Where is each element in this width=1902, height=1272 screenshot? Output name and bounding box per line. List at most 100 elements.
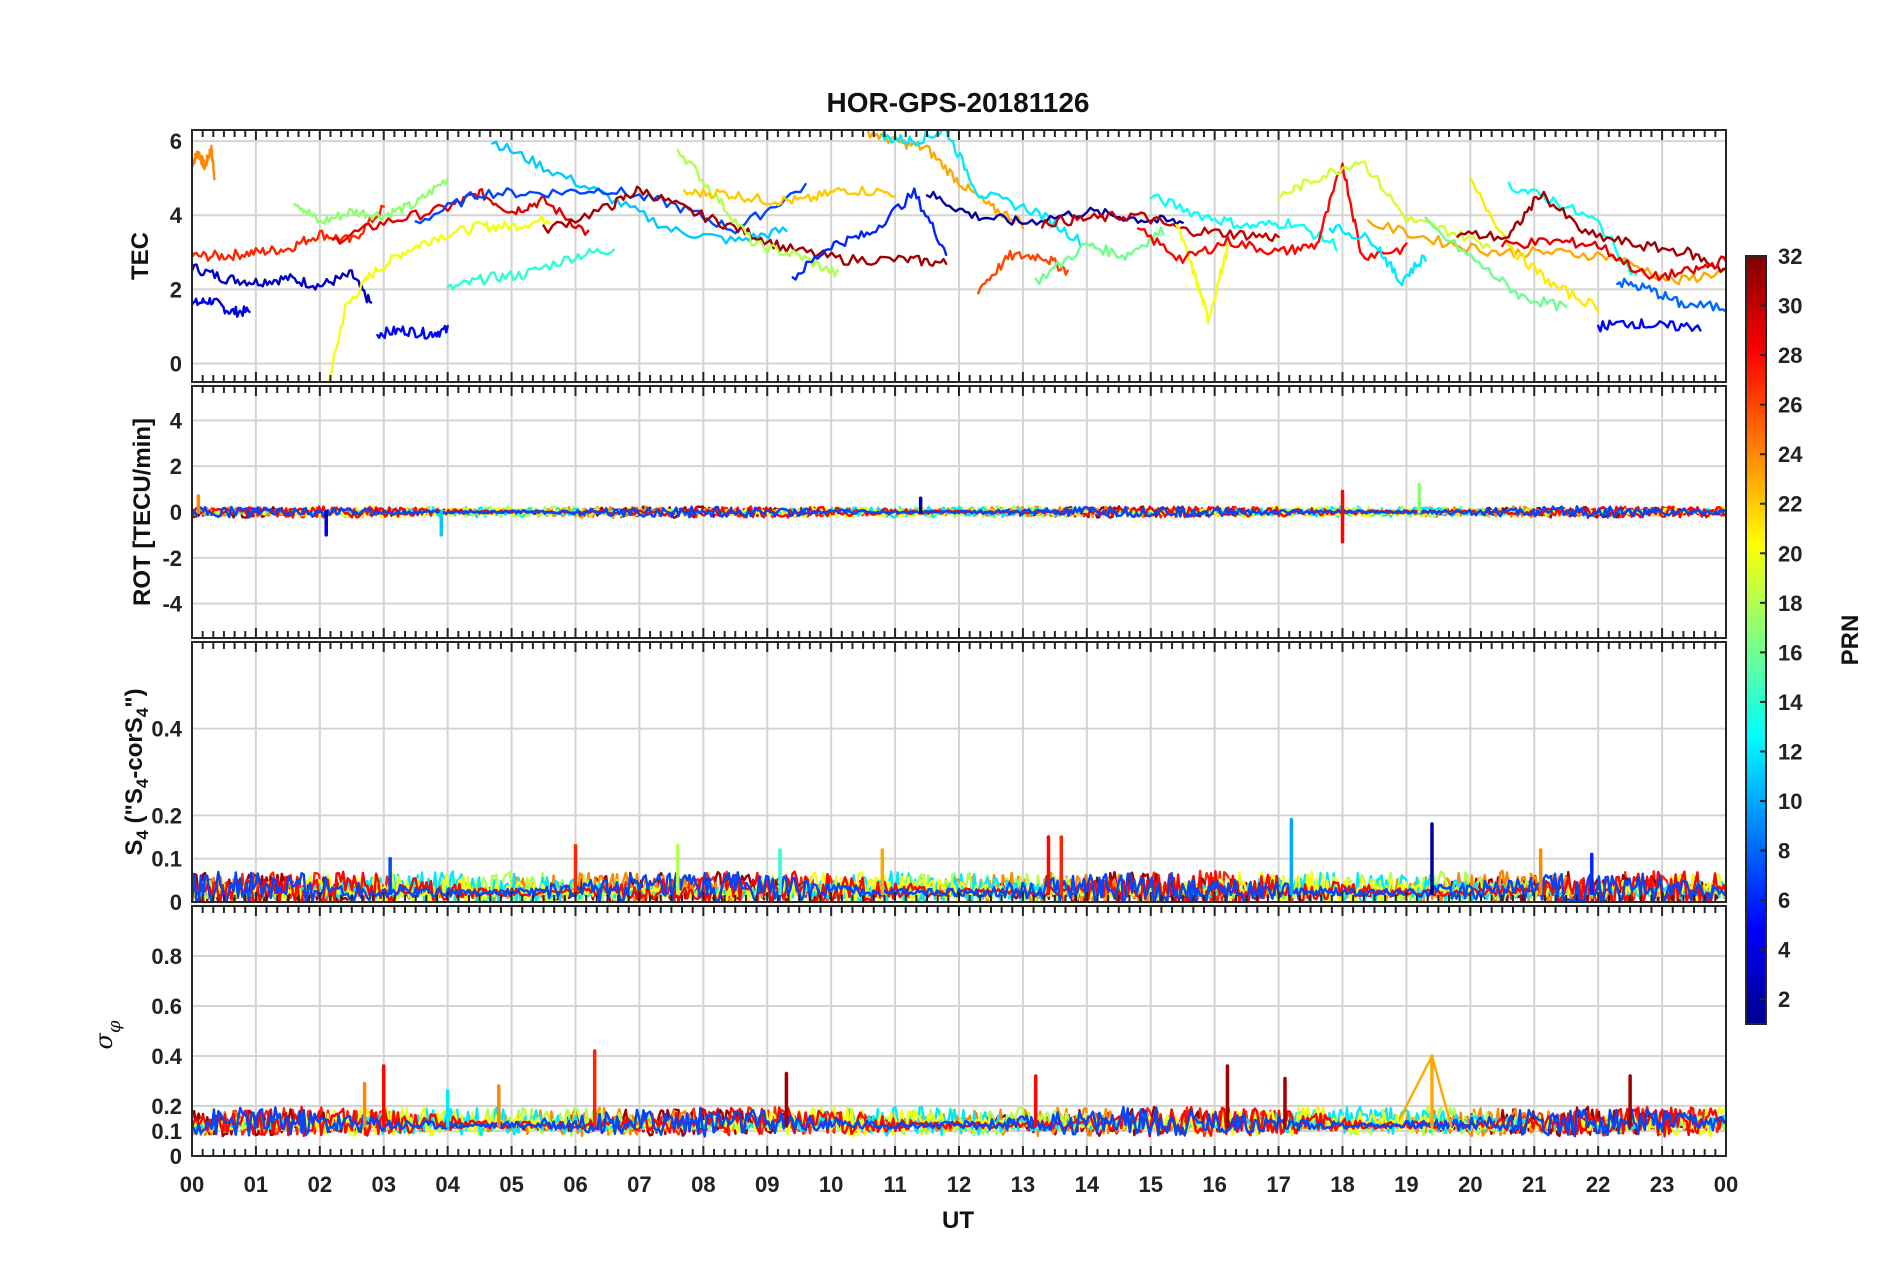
x-tick-label: 20 — [1458, 1172, 1482, 1197]
x-tick-label: 14 — [1075, 1172, 1100, 1197]
colorbar-tick-label: 12 — [1778, 739, 1802, 764]
tec-trace-prn-17 — [293, 177, 449, 225]
tec-trace-prn-31 — [1456, 190, 1726, 274]
tec-trace-prn-21 — [1469, 177, 1600, 315]
colorbar-tick-label: 2 — [1778, 987, 1790, 1012]
x-tick-label: 00 — [1714, 1172, 1738, 1197]
tec-trace-prn-18 — [676, 148, 839, 278]
tec-trace-prn-3 — [192, 263, 373, 304]
panel-data — [192, 482, 1726, 544]
x-tick-label: 18 — [1330, 1172, 1354, 1197]
y-tick-label: 0.4 — [151, 717, 182, 742]
tec-trace-prn-11 — [491, 140, 788, 245]
tec-trace-prn-7 — [414, 182, 807, 235]
y-tick-label: 0.1 — [151, 1119, 182, 1144]
y-tick-label: 2 — [170, 454, 182, 479]
chart-title: HOR-GPS-20181126 — [826, 87, 1089, 118]
y-axis-label: TEC — [127, 232, 154, 280]
x-tick-label: 06 — [563, 1172, 587, 1197]
x-axis-label: UT — [942, 1207, 974, 1234]
tec-trace-prn-12 — [1328, 223, 1427, 287]
y-tick-label: 0.4 — [151, 1044, 182, 1069]
tec-trace-prn-13 — [1149, 193, 1338, 251]
y-axis-label: ROT [TECU/min] — [129, 418, 156, 606]
y-axis-label: S4 ("S4-corS4") — [121, 688, 152, 855]
x-tick-label: 13 — [1011, 1172, 1035, 1197]
x-tick-label: 08 — [691, 1172, 715, 1197]
x-tick-label: 11 — [883, 1172, 906, 1197]
panel-s4: 0.4 0.2 0.1 0 S4 ("S4-corS4") — [121, 641, 1727, 915]
colorbar-gradient — [1745, 255, 1767, 1025]
x-tick-label: 02 — [308, 1172, 332, 1197]
colorbar-tick-label: 4 — [1778, 938, 1791, 963]
tec-trace-prn-23 — [1366, 219, 1726, 286]
x-tick-label: 19 — [1394, 1172, 1418, 1197]
y-tick-label: 2 — [170, 277, 182, 302]
tec-trace-prn-30 — [1040, 211, 1280, 243]
colorbar-tick-label: 10 — [1778, 789, 1802, 814]
y-tick-label: -4 — [162, 592, 182, 617]
x-tick-label: 00 — [180, 1172, 204, 1197]
x-tick-label: 15 — [1139, 1172, 1163, 1197]
colorbar-tick-label: 28 — [1778, 343, 1802, 368]
x-tick-label: 12 — [947, 1172, 971, 1197]
y-tick-label: 0.2 — [151, 803, 182, 828]
x-tick-label: 16 — [1202, 1172, 1226, 1197]
tec-trace-prn-29 — [1501, 236, 1726, 282]
colorbar-tick-label: 32 — [1778, 244, 1802, 269]
y-tick-label: 0 — [170, 500, 182, 525]
colorbar-tick-label: 26 — [1778, 393, 1802, 418]
sigma-phi-jump-trace — [1398, 1054, 1453, 1128]
x-tick-label: 09 — [755, 1172, 779, 1197]
rot-trace-prn-7 — [192, 505, 1726, 519]
tec-trace-prn-26 — [977, 249, 1069, 295]
x-tick-label: 05 — [499, 1172, 523, 1197]
y-tick-label: 4 — [170, 408, 183, 433]
panel-sigma_phi: 0.8 0.6 0.4 0.20.10 σφ — [90, 905, 1727, 1169]
tec-trace-prn-16 — [1034, 226, 1165, 286]
tec-trace-prn-8 — [1616, 277, 1726, 313]
y-tick-label: 0.6 — [151, 994, 182, 1019]
tec-trace-prn-5 — [1597, 318, 1702, 333]
colorbar-tick-label: 8 — [1778, 839, 1790, 864]
x-tick-label: 01 — [244, 1172, 268, 1197]
colorbar-tick-label: 22 — [1778, 492, 1802, 517]
colorbar-tick-label: 20 — [1778, 541, 1802, 566]
y-tick-label: 0 — [170, 351, 182, 376]
y-tick-label: 0.8 — [151, 944, 182, 969]
tec-trace-prn-4 — [192, 297, 251, 318]
x-tick-label: 17 — [1266, 1172, 1290, 1197]
x-tick-label: 10 — [819, 1172, 843, 1197]
s4-trace-prn-7 — [192, 870, 1726, 902]
colorbar-label: PRN — [1837, 615, 1864, 666]
tec-trace-prn-12 — [881, 130, 1082, 248]
y-tick-label: 0.2 — [151, 1094, 182, 1119]
tec-trace-prn-2 — [925, 190, 1184, 226]
colorbar-tick-label: 30 — [1778, 294, 1802, 319]
x-tick-label: 22 — [1586, 1172, 1610, 1197]
y-tick-label: -2 — [162, 546, 182, 571]
x-tick-label: 03 — [372, 1172, 396, 1197]
y-tick-label: 0 — [170, 890, 182, 915]
tec-trace-prn-6 — [791, 187, 948, 281]
tec-trace-prn-13 — [1507, 181, 1638, 276]
panel-data — [192, 1049, 1726, 1138]
tec-trace-prn-20 — [1175, 223, 1229, 325]
x-axis: 00 01 02 03 04 05 06 07 08 09 10 11 12 13 14 15 16 17 18 19… — [180, 1172, 1738, 1197]
colorbar-tick-label: 24 — [1778, 442, 1803, 467]
panel-data — [192, 130, 1726, 382]
y-tick-label: 6 — [170, 129, 182, 154]
tec-trace-prn-27 — [192, 204, 385, 262]
tec-trace-prn-28 — [1136, 162, 1408, 264]
tec-trace-prn-5 — [376, 324, 449, 340]
colorbar-tick-label: 16 — [1778, 640, 1802, 665]
x-tick-label: 23 — [1650, 1172, 1674, 1197]
tec-trace-prn-20 — [327, 214, 552, 382]
x-tick-label: 07 — [627, 1172, 651, 1197]
tec-trace-prn-16 — [1424, 216, 1568, 312]
tec-trace-prn-14 — [446, 247, 615, 291]
